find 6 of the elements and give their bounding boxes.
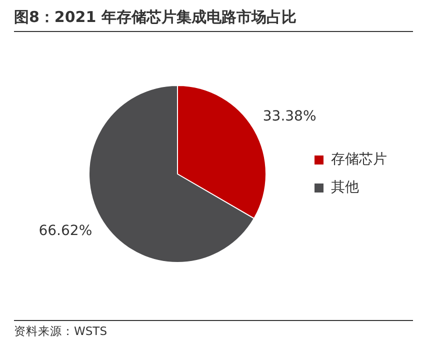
data-label: 66.62% — [38, 222, 92, 239]
data-label: 33.38% — [262, 108, 316, 125]
legend-label: 其他 — [331, 180, 359, 196]
legend-label: 存储芯片 — [331, 152, 387, 168]
text: 资料来源：WSTS — [14, 320, 413, 339]
chart-title: 图8：2021 年存储芯片集成电路市场占比 — [14, 8, 413, 32]
